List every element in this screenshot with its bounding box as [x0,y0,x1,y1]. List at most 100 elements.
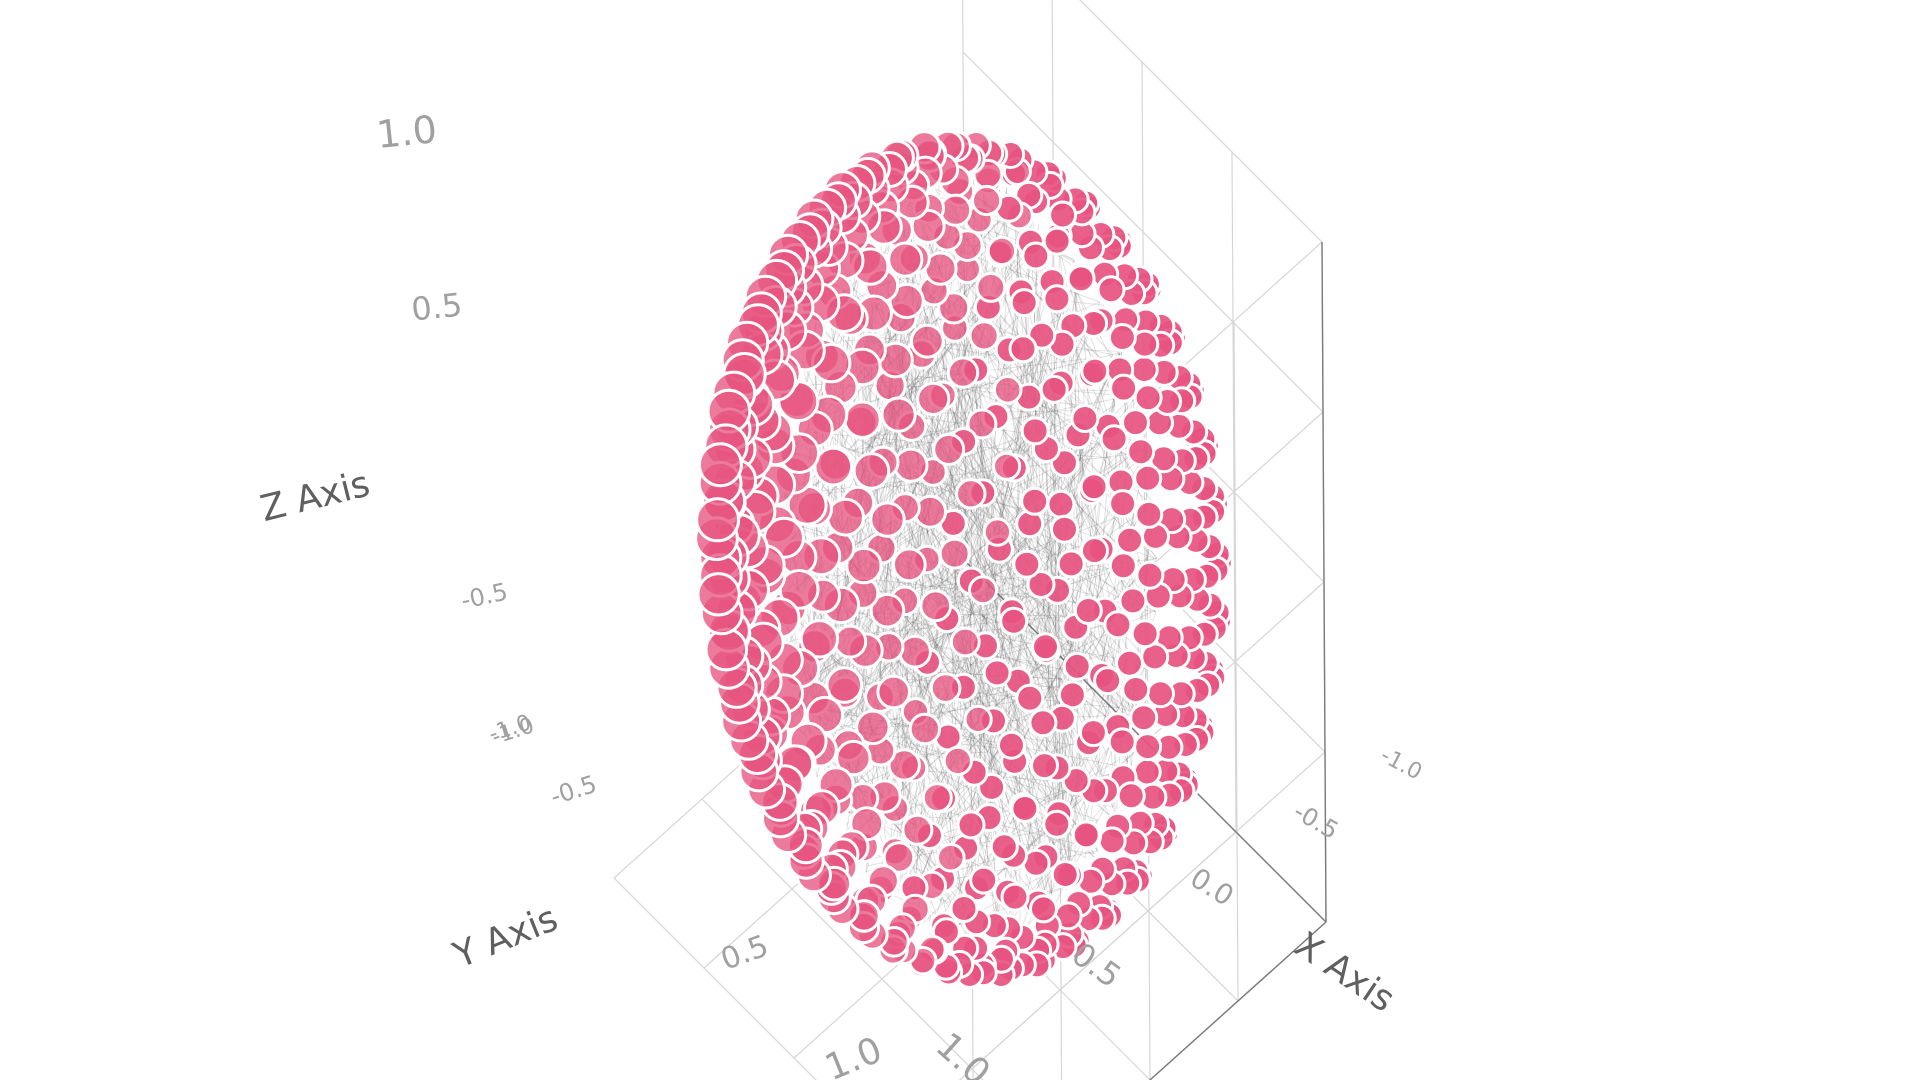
tick-label: 1.0 [374,107,439,157]
data-point [977,273,1005,301]
data-point [999,732,1025,758]
tick-label: 1.0 [819,1030,887,1080]
data-point [1110,553,1136,579]
z-axis-title: Z Axis [257,464,374,531]
data-point [1044,286,1070,312]
data-point [984,519,1010,545]
data-point [889,243,922,276]
data-point [951,628,979,656]
data-point [903,815,932,844]
data-point [1041,376,1067,402]
data-point [1052,516,1078,542]
data-point [871,503,904,536]
data-point [1136,501,1162,527]
data-point [1117,527,1143,553]
data-point [1120,588,1146,614]
tick-label: 0.5 [410,286,465,329]
data-point [911,325,943,357]
data-point [944,747,971,774]
data-point [827,668,862,703]
data-point [1110,491,1136,517]
data-point [1128,439,1154,465]
data-point [1050,202,1076,228]
data-point [938,844,965,871]
tick-label: -0.5 [547,770,600,811]
data-point [882,398,915,431]
tick-label: -1.0 [489,713,538,750]
tick-label: 1.0 [928,1025,998,1080]
data-point [1073,822,1099,848]
data-point [1030,710,1056,736]
data-point [1048,491,1074,517]
data-point [918,383,949,414]
data-point [698,574,739,615]
tick-label: -0.5 [1289,797,1344,845]
data-point [835,626,866,657]
data-point [1109,729,1135,755]
data-point [699,444,741,486]
data-point [940,539,969,568]
data-point [934,434,964,464]
data-point [923,784,951,812]
data-point [1044,811,1070,837]
data-point [988,237,1015,264]
data-point [1105,612,1131,638]
tick-label: 0.0 [1184,861,1239,913]
data-point [1081,474,1107,500]
data-point [854,454,889,489]
y-axis-title: Y Axis [447,898,564,977]
data-point [878,676,910,708]
data-point [1135,465,1161,491]
data-point [965,706,991,732]
data-point [1064,653,1090,679]
data-point [931,674,960,703]
data-point [1132,621,1158,647]
data-point [958,812,984,838]
data-point [1022,418,1048,444]
data-point [1134,759,1160,785]
data-point [1131,705,1157,731]
data-point [828,499,864,535]
tick-label: -0.5 [459,578,511,615]
data-point [970,577,997,604]
data-point [941,195,971,225]
data-point [1011,290,1037,316]
data-point [815,448,852,485]
data-point [1101,426,1127,452]
data-point [697,499,739,541]
data-point [1080,720,1106,746]
data-point [900,636,931,667]
data-point [991,834,1017,860]
data-point [1131,357,1157,383]
data-point [845,402,880,437]
data-point [895,449,927,481]
data-point [1058,551,1084,577]
data-point [1010,336,1036,362]
data-point [1017,685,1043,711]
tick-label: -1.0 [1376,743,1426,785]
data-point [994,377,1021,404]
data-point [1098,277,1124,303]
tick-label: 0.5 [716,928,773,977]
data-point [1068,266,1094,292]
data-point [1032,753,1058,779]
data-point [973,186,1001,214]
data-point [948,358,977,387]
data-point [1135,734,1161,760]
data-point [984,660,1010,686]
data-point [971,867,997,893]
data-point [1082,358,1108,384]
data-point [893,549,925,581]
data-point [1023,243,1049,269]
data-point [1072,406,1098,432]
data-point [1001,608,1027,634]
data-point [1111,375,1137,401]
data-point [1135,385,1161,411]
data-point [706,629,747,670]
data-point [1117,650,1143,676]
data-point [957,480,985,508]
data-point [921,591,951,621]
data-point [970,322,998,350]
data-point [994,453,1020,479]
